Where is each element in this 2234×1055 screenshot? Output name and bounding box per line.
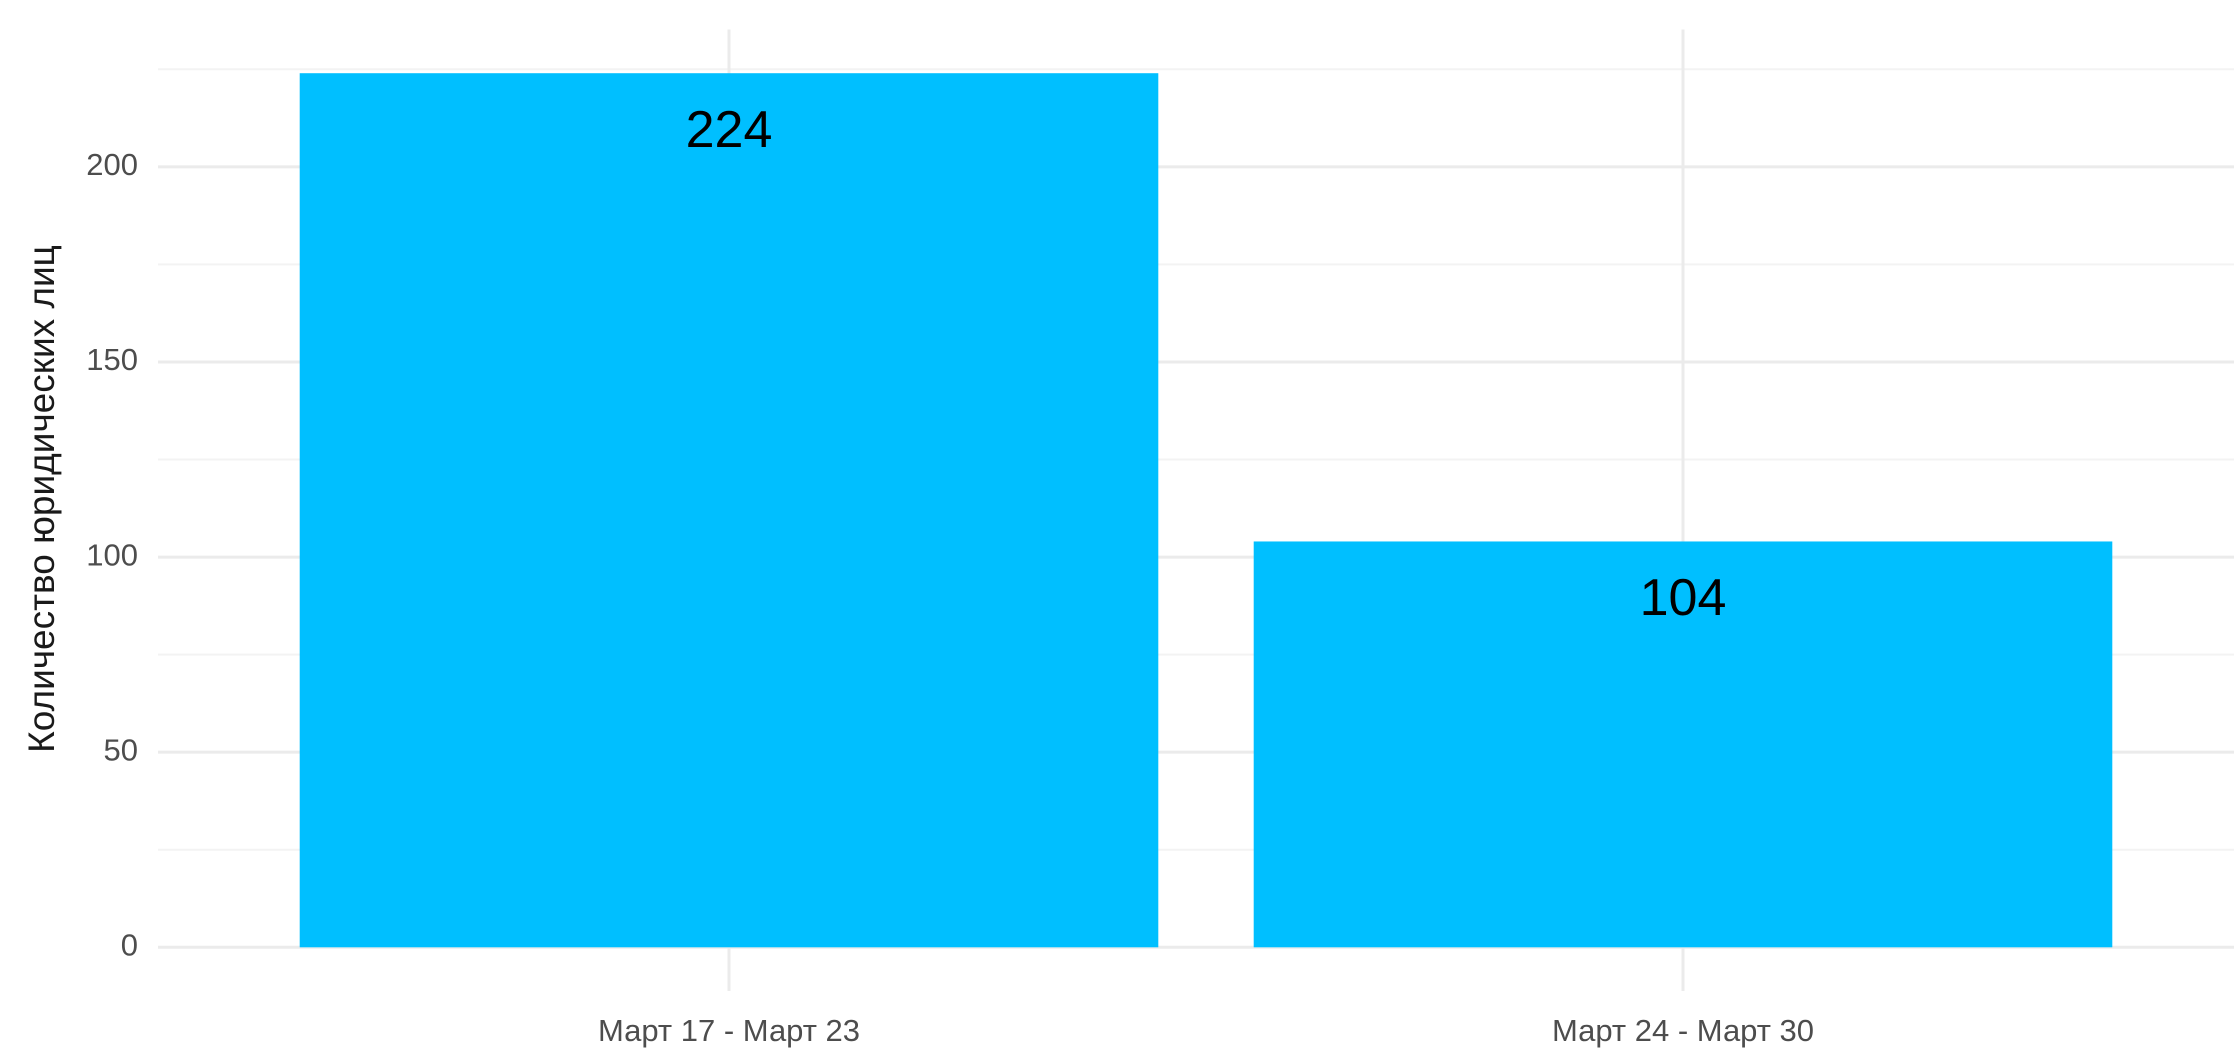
x-tick-label: Март 17 - Март 23 bbox=[598, 1013, 860, 1048]
x-tick-label: Март 24 - Март 30 bbox=[1552, 1013, 1814, 1048]
value-label: 224 bbox=[686, 101, 773, 159]
bar bbox=[299, 73, 1159, 948]
y-tick-label: 50 bbox=[104, 732, 138, 767]
y-tick-label: 150 bbox=[86, 342, 138, 377]
y-tick-label: 100 bbox=[86, 537, 138, 572]
y-axis-title: Количество юридических лиц bbox=[21, 245, 62, 753]
bar bbox=[1253, 541, 2113, 948]
value-label: 104 bbox=[1640, 569, 1727, 627]
y-tick-label: 200 bbox=[86, 147, 138, 182]
y-tick-label: 0 bbox=[121, 927, 138, 962]
